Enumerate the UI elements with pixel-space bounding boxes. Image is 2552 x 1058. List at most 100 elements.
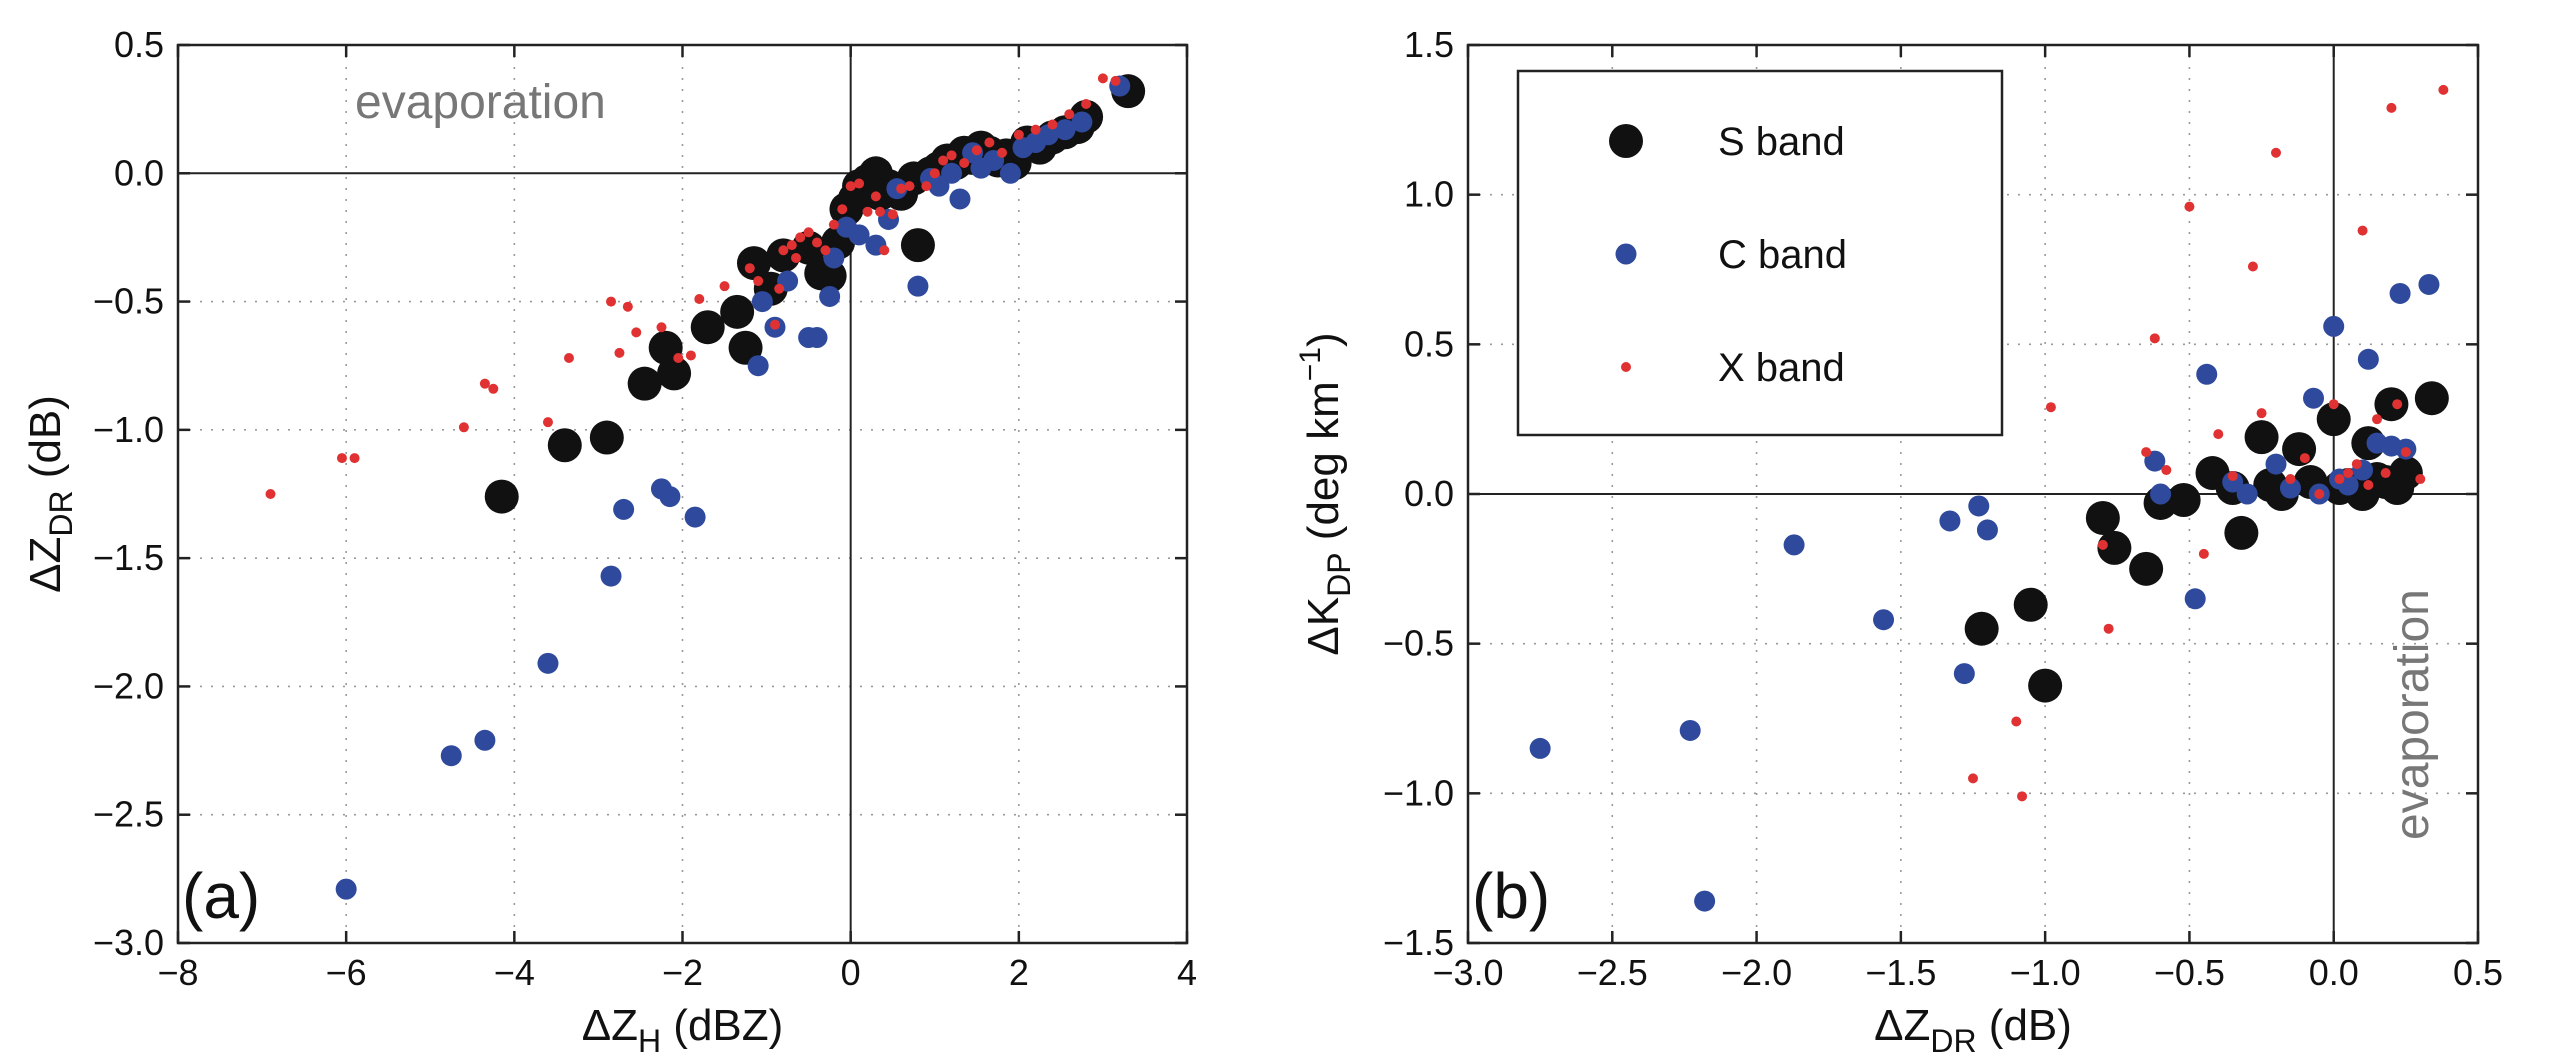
panel-b-x-band-point — [2271, 147, 2281, 158]
panel-a-c-band-point — [659, 486, 681, 508]
panel-b-x-band-point — [2343, 468, 2354, 479]
panel-a-x-band-point — [1097, 73, 1108, 84]
panel-a-x-band-point — [938, 155, 949, 166]
panel-b-x-axis-label: ΔZDR (dB) — [1874, 1001, 2072, 1058]
panel-a-scatter-plot: evaporation −8 −6 −4 −2 0 2 4 −3.0 −2.5 −2.0 −1.5 −1… — [21, 24, 1197, 1058]
panel-a-y-tick-label: 0.5 — [114, 24, 164, 65]
panel-a-y-axis-label: ΔZDR (dB) — [21, 395, 79, 593]
panel-a-series-c-band — [335, 75, 1131, 900]
panel-b-x-tick-label: −2.5 — [1577, 952, 1648, 993]
panel-b-s-band-point — [2316, 402, 2351, 437]
panel-a-x-band-point — [812, 237, 823, 248]
panel-a-x-band-point — [791, 252, 802, 263]
panel-a-x-band-point — [997, 147, 1008, 158]
panel-a-x-band-point — [904, 181, 915, 192]
panel-b-c-band-point — [2418, 273, 2440, 295]
panel-a-x-band-point — [875, 206, 886, 217]
panel-a-c-band-point — [600, 565, 622, 587]
panel-b-s-band-point — [2166, 482, 2201, 517]
panel-b-c-band-point — [2389, 282, 2411, 304]
panel-a-x-band-point — [774, 283, 785, 294]
panel-b-x-band-point — [1968, 773, 1978, 784]
panel-b-y-tick-label: 0.5 — [1404, 323, 1454, 364]
panel-a-y-tick-label: −3.0 — [93, 922, 164, 963]
panel-b-c-band-point — [2196, 363, 2218, 385]
legend-marker-c-band — [1615, 243, 1637, 265]
legend-marker-x-band — [1621, 362, 1631, 372]
panel-a-c-band-point — [941, 162, 963, 184]
panel-a-x-band-point — [769, 319, 780, 330]
panel-b-s-band-point — [2085, 500, 2120, 535]
panel-a-x-band-point — [488, 383, 499, 394]
panel-a-y-tick-label: −2.0 — [93, 665, 164, 706]
panel-b-x-tick-label: 0.5 — [2453, 952, 2503, 993]
panel-b-c-band-point — [1968, 495, 1990, 517]
panel-a-x-band-point — [929, 168, 940, 179]
panel-b-x-band-point — [2227, 471, 2238, 482]
panel-a-x-band-point — [563, 353, 574, 364]
panel-b-x-band-point — [2334, 474, 2345, 485]
panel-a-s-band-point — [627, 366, 662, 401]
panel-b-x-tick-label: −0.5 — [2154, 952, 2225, 993]
panel-a-x-band-point — [1110, 75, 1121, 86]
panel-b-c-band-point — [2265, 453, 2287, 475]
panel-b-x-band-point — [2285, 474, 2296, 485]
panel-b-x-band-point — [2256, 408, 2267, 419]
panel-b-x-band-point — [2357, 225, 2368, 236]
panel-b-y-tick-label: −1.5 — [1383, 922, 1454, 963]
panel-a-x-band-point — [349, 453, 360, 464]
panel-b-c-band-point — [2279, 477, 2301, 499]
panel-b-s-band-point — [2028, 668, 2063, 703]
panel-b-x-band-point — [2314, 489, 2325, 499]
panel-b-y-tick-label: −1.0 — [1383, 772, 1454, 813]
panel-b-s-band-point — [2013, 587, 2048, 622]
panel-b-x-band-point — [2161, 465, 2172, 476]
panel-b-annotation: evaporation — [2386, 589, 2439, 840]
panel-a-x-band-point — [959, 158, 970, 169]
panel-a-x-band-point — [778, 245, 789, 256]
panel-b-x-tick-label: −2.0 — [1721, 952, 1792, 993]
panel-b-y-tick-label: 0.0 — [1404, 473, 1454, 514]
panel-a-c-band-point — [999, 162, 1021, 184]
panel-a-c-band-point — [806, 326, 828, 348]
panel-a-c-band-point — [440, 745, 462, 767]
panel-a-x-band-point — [656, 322, 667, 333]
panel-b-s-band-point — [2224, 515, 2259, 550]
panel-b-c-band-point — [1529, 737, 1551, 759]
panel-a-c-band-point — [335, 878, 357, 900]
panel-a-s-band-point — [900, 228, 935, 263]
panel-b-c-band-point — [1694, 890, 1716, 912]
panel-a-x-band-point — [1064, 109, 1075, 120]
panel-b-x-band-point — [2149, 333, 2160, 344]
panel-b-c-band-point — [1953, 663, 1975, 685]
panel-b-x-band-point — [2011, 716, 2022, 727]
panel-a-c-band-point — [1071, 111, 1093, 133]
legend-label-x-band: X band — [1718, 346, 1845, 390]
panel-a-series-x-band — [265, 73, 1121, 499]
panel-a-x-band-point — [887, 209, 898, 220]
panel-b-c-band-point — [2150, 483, 2172, 505]
panel-b-x-band-point — [2392, 399, 2403, 410]
panel-a-x-band-point — [795, 232, 806, 243]
panel-b-x-band-point — [2247, 261, 2258, 272]
panel-b-letter: (b) — [1472, 860, 1550, 932]
panel-b-s-band-point — [2388, 456, 2423, 491]
panel-a-x-band-point — [828, 219, 839, 230]
panel-a-x-band-point — [837, 204, 848, 215]
panel-a-x-tick-label: −6 — [326, 952, 367, 993]
panel-b-c-band-point — [2303, 387, 2325, 409]
panel-a-x-tick-label: −8 — [157, 952, 198, 993]
panel-b-y-tick-label: −0.5 — [1383, 623, 1454, 664]
panel-b-series-s-band — [1964, 381, 2449, 703]
panel-b-x-band-point — [2045, 402, 2056, 413]
panel-a-x-band-point — [1081, 99, 1092, 110]
panel-a-x-band-point — [458, 422, 469, 433]
panel-a-x-band-point — [879, 245, 890, 256]
panel-a-c-band-point — [613, 498, 635, 520]
panel-a-x-band-point — [845, 181, 856, 192]
panel-a-x-tick-label: −4 — [494, 952, 535, 993]
panel-b-series-x-band — [1968, 84, 2449, 802]
panel-a-x-band-point — [1030, 124, 1041, 135]
panel-a-x-tick-label: 4 — [1177, 952, 1197, 993]
panel-a-x-band-point — [744, 263, 755, 274]
